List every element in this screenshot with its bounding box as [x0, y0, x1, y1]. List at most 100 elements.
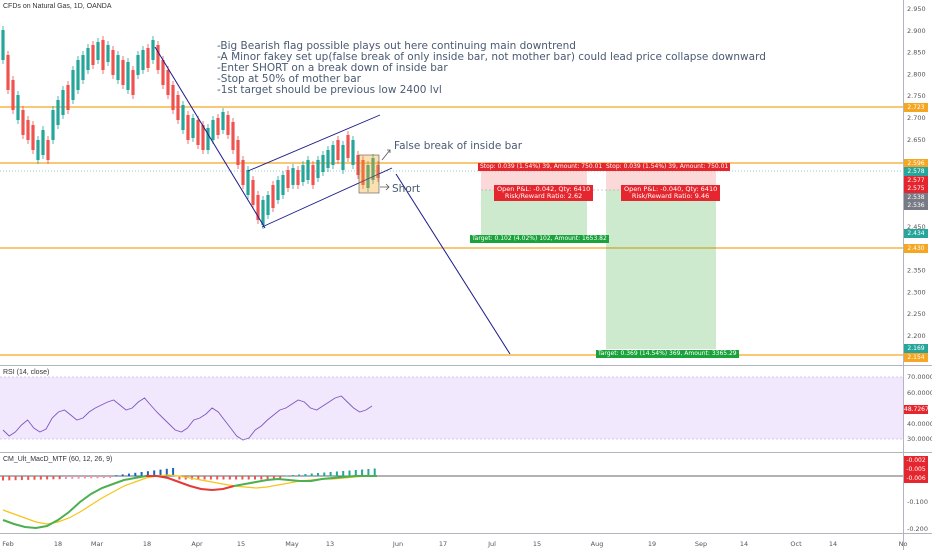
price-tick-label: 2.850	[907, 49, 926, 57]
false-break-label[interactable]: False break of inside bar	[394, 140, 523, 152]
candle-body	[1, 30, 5, 60]
macd-histogram-bar	[209, 476, 212, 480]
time-tick-label: 13	[326, 540, 334, 548]
short-label[interactable]: Short	[392, 183, 421, 195]
time-tick-label: Sep	[695, 540, 707, 548]
candle-body	[91, 45, 95, 65]
macd-tag-1: -0.002	[904, 456, 928, 465]
macd-axis[interactable]: -0.100 -0.200	[907, 498, 928, 533]
candle-body	[46, 140, 50, 160]
price-tag-2154: 2.154	[904, 353, 928, 362]
macd-histogram-bar	[342, 471, 345, 477]
macd-histogram-bar	[203, 476, 206, 480]
inside-bar-box[interactable]	[358, 154, 380, 194]
time-tick-label: 15	[237, 540, 245, 548]
candle-body	[306, 160, 310, 180]
macd-histogram-bar	[254, 476, 256, 480]
price-tag-entry-1: 2.538	[904, 193, 928, 202]
macd-histogram-bar	[121, 474, 124, 477]
macd-histogram-bar	[279, 476, 282, 480]
time-tick-label: Jul	[487, 540, 496, 548]
rsi-line	[2, 395, 373, 441]
price-tick-label: 2.450	[907, 223, 926, 231]
note-line-3: -Enter SHORT on a break down of inside b…	[217, 62, 448, 74]
downtrend-line[interactable]	[154, 46, 266, 229]
macd-tick-label: -0.200	[907, 525, 928, 533]
candle-body	[296, 170, 300, 185]
time-tick-label: 15	[533, 540, 541, 548]
candle-body	[246, 170, 250, 195]
price-tag-entry-2: 2.536	[904, 201, 928, 210]
candle-body	[256, 195, 260, 220]
candle-body	[321, 155, 325, 172]
price-tag-target-2: 2.169	[904, 344, 928, 353]
candle-body	[171, 85, 175, 110]
candle-body	[61, 90, 65, 115]
analysis-note[interactable]: -Big Bearish flag possible plays out her…	[217, 41, 766, 96]
position-1-stop-label[interactable]: Stop: 0.039 (1.54%) 39, Amount: 750.01	[478, 163, 605, 171]
time-tick-label: 18	[143, 540, 151, 548]
macd-histogram-bar	[27, 476, 30, 480]
price-tag-current: 2.578	[904, 167, 928, 176]
macd-histogram-bar	[228, 476, 231, 480]
rsi-label: RSI (14, close)	[3, 369, 50, 376]
candle-body	[141, 50, 145, 70]
note-line-2: -A Minor fakey set up(false break of onl…	[217, 51, 766, 63]
macd-histogram-bar	[77, 476, 80, 479]
macd-histogram-bar	[140, 472, 143, 477]
time-axis[interactable]: Feb 18 Mar 18 Apr 15 May 13 Jun 17 Jul 15 Aug 19 Sep 14…	[2, 540, 907, 548]
macd-histogram-bar	[335, 471, 338, 477]
candle-body	[351, 140, 355, 165]
candle-body	[301, 165, 305, 182]
short-arrow	[380, 183, 390, 191]
macd-histogram-bar	[83, 476, 86, 479]
macd-histogram-bar	[197, 476, 200, 480]
candle-body	[131, 70, 135, 95]
candle-body	[66, 85, 70, 110]
rsi-tick-label: 40.0000	[907, 420, 932, 428]
rsi-value-tag: 48.7267	[904, 405, 929, 414]
position-1-pnl: Open P&L: -0.042, Qty: 6410	[497, 185, 591, 193]
position-1-target-label[interactable]: Target: 0.102 (4.02%) 102, Amount: 1653.…	[470, 235, 609, 243]
macd-histogram-bar	[90, 476, 93, 479]
price-tick-label: 2.650	[907, 136, 926, 144]
candle-body	[221, 112, 225, 130]
position-2-stop-label[interactable]: Stop: 0.039 (1.54%) 39, Amount: 750.01	[604, 163, 731, 171]
macd-histogram-bar	[310, 473, 313, 477]
position-1-pnl-box[interactable]: Open P&L: -0.042, Qty: 6410 Risk/Reward …	[494, 185, 594, 201]
candle-body	[286, 170, 290, 188]
macd-histogram-bar	[361, 469, 364, 477]
channel-upper-line[interactable]	[247, 114, 381, 172]
macd-line	[2, 475, 147, 530]
candle-body	[116, 55, 120, 80]
position-2-target-zone[interactable]	[606, 190, 716, 349]
candle-body	[346, 135, 350, 158]
position-2-rr: Risk/Reward Ratio: 9.46	[631, 192, 710, 200]
rsi-axis[interactable]: 70.0000 60.0000 40.0000 30.0000	[907, 373, 932, 443]
price-tick-label: 2.900	[907, 27, 926, 35]
rsi-tick-label: 30.0000	[907, 435, 932, 443]
note-line-5: -1st target should be previous low 2400 …	[217, 84, 442, 96]
candle-body	[281, 175, 285, 195]
macd-tag-2: -0.005	[904, 465, 928, 474]
rsi-tick-label: 70.0000	[907, 373, 932, 381]
macd-histogram-bar	[14, 476, 17, 481]
candle-body	[26, 120, 30, 140]
candle-body	[161, 60, 165, 85]
candle-body	[126, 62, 130, 90]
macd-histogram-bar	[65, 476, 67, 479]
macd-histogram-bar	[247, 476, 250, 480]
price-tag-stop-2: 2.575	[904, 184, 928, 193]
candle-body	[241, 160, 245, 185]
macd-signal-line	[2, 474, 377, 525]
candle-body	[76, 60, 80, 90]
time-tick-label: 14	[740, 540, 748, 548]
time-tick-label: Mar	[91, 540, 104, 548]
projection-line[interactable]	[395, 173, 511, 355]
position-2-target-label[interactable]: Target: 0.369 (14.54%) 369, Amount: 3365…	[596, 350, 739, 358]
channel-lower-line[interactable]	[261, 167, 393, 228]
position-2-pnl-box[interactable]: Open P&L: -0.040, Qty: 6410 Risk/Reward …	[621, 185, 721, 201]
macd-histogram-bar	[178, 476, 181, 480]
macd-histogram-bar	[241, 476, 244, 480]
